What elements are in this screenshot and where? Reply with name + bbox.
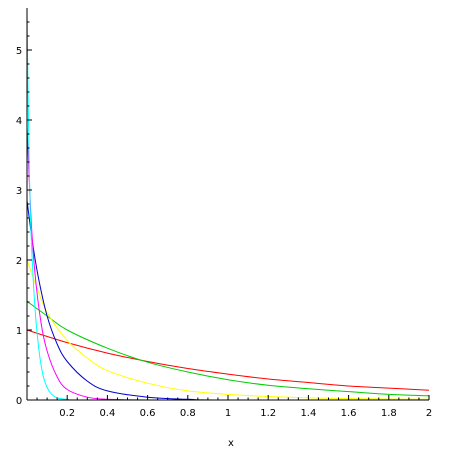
x-tick-label: 1.6 — [341, 408, 357, 419]
x-tick-label: 1.4 — [300, 408, 316, 419]
y-tick-label: 4 — [16, 116, 22, 127]
x-tick-label: 1.2 — [260, 408, 276, 419]
series-line-5 — [26, 126, 429, 401]
y-tick-label: 1 — [16, 326, 22, 337]
x-tick-label: 1 — [225, 408, 231, 419]
x-tick-label: 0.2 — [59, 408, 75, 419]
series-line-3 — [26, 259, 430, 400]
y-tick-label: 5 — [16, 46, 22, 57]
ticks-layer: 0.2 0.4 0.6 0.8 1 1.2 1.4 1.6 1.8 2 0 1 2 3 4 5 — [16, 21, 432, 419]
x-tick-label: 0.4 — [99, 408, 115, 419]
x-tick-label: 0.6 — [140, 408, 156, 419]
x-tick-label: 1.8 — [381, 408, 397, 419]
series-line-2 — [26, 300, 430, 397]
series-line-4 — [26, 200, 429, 401]
axes-layer — [26, 8, 429, 401]
y-tick-label: 2 — [16, 256, 22, 267]
y-tick-label: 0 — [16, 396, 22, 407]
series-line-6 — [26, 14, 429, 401]
x-axis-title: x — [228, 438, 234, 449]
x-tick-label: 2 — [426, 408, 432, 419]
x-tick-label: 0.8 — [180, 408, 196, 419]
series-layer — [26, 14, 430, 401]
series-line-1 — [26, 329, 430, 391]
y-tick-label: 3 — [16, 186, 22, 197]
